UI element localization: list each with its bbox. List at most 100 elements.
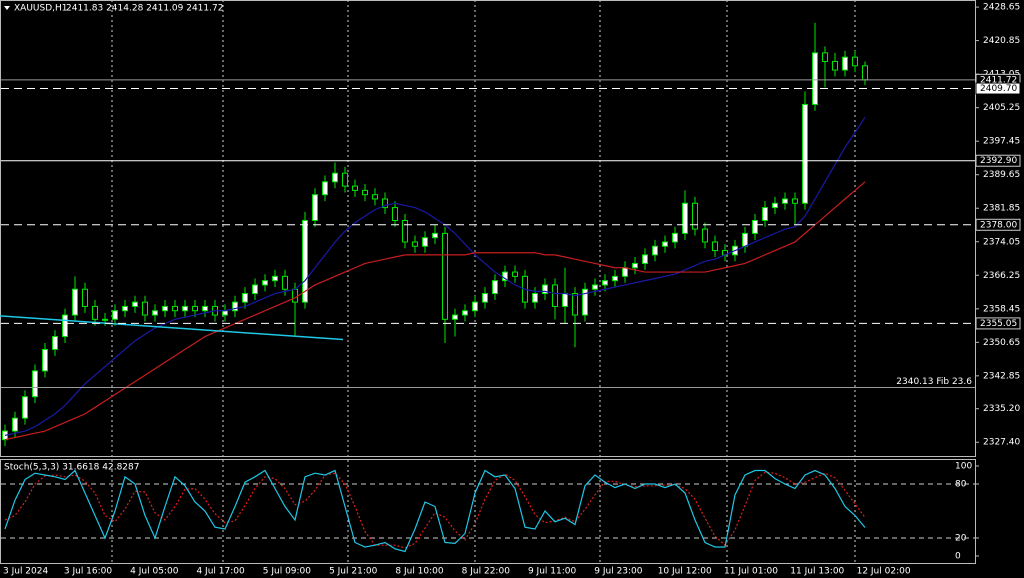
candle-body [352,185,358,191]
candle-body [152,310,158,316]
candle-body [712,241,718,252]
price-label: 2411.72 [980,75,1017,85]
price-label: 2355.05 [980,319,1017,329]
candle-body [842,56,848,71]
candle-body [562,293,568,307]
x-tick-label: 5 Jul 09:00 [263,567,312,577]
price-label: 2409.70 [980,84,1017,94]
menu-triangle[interactable] [4,6,10,10]
price-label-box [975,154,1021,167]
candle-body [472,301,478,312]
y-tick-label: 2428.65 [983,3,1020,13]
candle-body [532,293,538,303]
stoch-tick-label: 80 [955,480,967,490]
candle-body [822,52,828,62]
stoch-panel-frame [0,459,976,564]
stoch-signal [4,471,866,549]
candle-body [272,275,278,282]
stoch-title: Stoch(5,3,3) 31.6618 42.8287 [4,463,139,473]
candle-body [792,198,798,204]
candle-body [582,288,588,316]
x-tick-label: 10 Jul 12:00 [658,567,712,577]
chart-title: XAUUSD,H1 [14,4,68,14]
trendline [0,315,344,341]
candle-body [782,198,788,204]
candle-body [142,301,148,316]
x-tick-label: 3 Jul 16:00 [64,567,113,577]
candle-body [462,310,468,316]
y-tick-label: 2335.20 [983,404,1020,414]
candle-body [302,219,308,303]
candle-body [572,293,578,316]
candle-body [692,202,698,230]
candle-body [632,262,638,269]
candle-body [662,241,668,247]
stoch-tick-label: 20 [955,533,967,543]
candle-body [392,207,398,221]
x-tick-label: 4 Jul 17:00 [196,567,245,577]
vertical-grid [111,0,856,563]
candle-body [282,275,288,290]
candle-body [132,301,138,307]
candle-body [42,348,48,372]
candle-body [242,293,248,303]
candle-body [382,198,388,209]
candle-body [452,314,458,320]
candle-body [542,284,548,295]
y-tick-label: 2350.65 [983,338,1020,348]
candle-body [32,370,38,398]
price-label: 2378.00 [980,220,1017,230]
y-tick-label: 2420.85 [983,36,1020,46]
candle-body [82,288,88,307]
candle-body [342,172,348,187]
price-label-box [975,82,1021,95]
candle-body [412,241,418,247]
x-tick-label: 4 Jul 05:00 [130,567,179,577]
candle-body [512,271,518,277]
x-tick-label: 9 Jul 23:00 [594,567,643,577]
candle-body [852,56,858,67]
candle-body [72,288,78,316]
ohlc-readout: 2411.83 2414.28 2411.09 2411.72 [66,4,223,14]
candle-body [762,207,768,221]
y-tick-label: 2397.45 [983,137,1020,147]
candle-body [292,288,298,303]
candle-body [312,194,318,221]
x-tick-label: 3 Jul 2024 [3,567,48,577]
candle-body [552,284,558,307]
candle-body [192,305,198,312]
price-label: 2392.90 [980,156,1017,166]
price-label-box [975,218,1021,231]
candle-body [112,310,118,320]
candle-body [702,228,708,243]
x-tick-label: 8 Jul 22:00 [462,567,511,577]
candle-body [752,219,758,234]
candle-body [52,336,58,350]
y-tick-label: 2405.25 [983,103,1020,113]
y-tick-label: 2342.85 [983,371,1020,381]
candle-body [362,189,368,196]
candle-body [162,305,168,312]
candle-body [772,202,778,209]
stoch-tick-label: 100 [955,462,972,472]
candle-body [62,314,68,338]
candle-body [482,293,488,303]
candle-body [612,275,618,282]
candle-body [202,305,208,312]
candle-body [232,301,238,312]
candle-body [402,219,408,243]
candle-body [422,237,428,247]
candle-body [12,417,18,432]
candle-body [222,310,228,316]
candle-body [682,202,688,234]
candle-body [642,254,648,264]
y-tick-label: 2327.40 [983,438,1020,448]
candle-body [602,280,608,286]
moving-average [4,181,866,441]
candle-body [372,194,378,200]
fib-label: 2340.13 Fib 23.6 [896,377,972,387]
candle-body [332,172,338,183]
candle-body [22,396,28,419]
